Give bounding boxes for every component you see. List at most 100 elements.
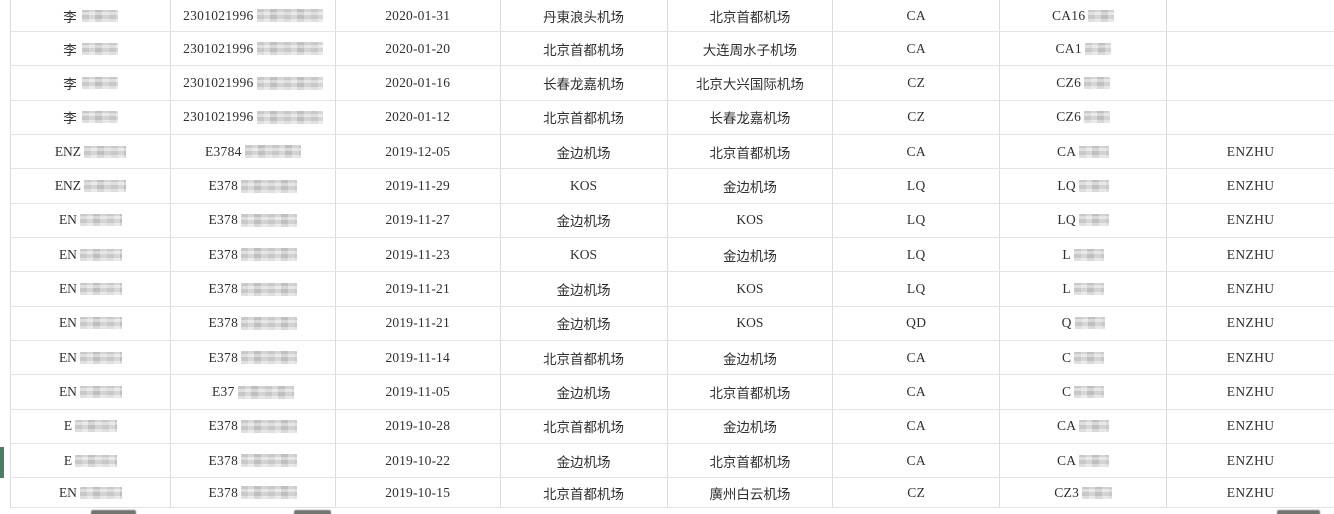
cell-carrier-code[interactable]: LQ xyxy=(833,169,1001,203)
cell-departure-airport[interactable]: 金边机场 xyxy=(501,135,668,169)
cell-departure-airport[interactable]: 北京首都机场 xyxy=(501,100,668,135)
cell-flight-number[interactable]: L xyxy=(1000,272,1168,306)
cell-departure-airport[interactable]: 北京首都机场 xyxy=(501,341,668,375)
cell-id-number[interactable]: 2301021996 xyxy=(171,66,336,100)
cell-passenger-name[interactable]: 李 xyxy=(11,32,171,66)
cell-flight-number[interactable]: CA xyxy=(1000,409,1168,444)
cell-arrival-airport[interactable]: 长春龙嘉机场 xyxy=(668,100,834,135)
cell-flight-number[interactable]: LQ xyxy=(1000,203,1168,238)
cell-flight-date[interactable]: 2019-12-05 xyxy=(336,135,501,169)
cell-id-number[interactable]: E378 xyxy=(171,478,336,507)
cell-departure-airport[interactable]: 金边机场 xyxy=(501,203,668,238)
cell-id-number[interactable]: E3784 xyxy=(171,135,336,169)
cell-carrier-code[interactable]: QD xyxy=(833,306,1001,341)
cell-id-number[interactable]: 2301021996 xyxy=(171,0,336,31)
cell-agent[interactable]: ENZHU xyxy=(1167,341,1334,374)
cell-agent[interactable]: ENZHU xyxy=(1167,135,1334,168)
cell-departure-airport[interactable]: 丹東浪头机场 xyxy=(501,0,668,31)
cell-carrier-code[interactable]: CA xyxy=(833,341,1001,375)
cell-arrival-airport[interactable]: 金边机场 xyxy=(668,409,834,444)
cell-agent[interactable]: ENZHU xyxy=(1167,444,1334,477)
cell-carrier-code[interactable]: CA xyxy=(833,32,1001,66)
cell-flight-number[interactable]: CA xyxy=(1000,444,1168,478)
cell-flight-date[interactable]: 2019-11-14 xyxy=(336,341,501,375)
cell-carrier-code[interactable]: CZ xyxy=(833,100,1001,135)
cell-carrier-code[interactable]: CZ xyxy=(833,478,1001,507)
cell-passenger-name[interactable]: 李 xyxy=(11,0,171,31)
cell-arrival-airport[interactable]: 北京首都机场 xyxy=(668,0,834,31)
cell-flight-date[interactable]: 2019-11-21 xyxy=(336,272,501,306)
cell-passenger-name[interactable]: ENZ xyxy=(11,135,171,169)
cell-id-number[interactable]: E378 xyxy=(171,444,336,478)
cell-flight-number[interactable]: CA xyxy=(1000,135,1168,169)
cell-flight-date[interactable]: 2019-11-29 xyxy=(336,169,501,203)
cell-flight-number[interactable]: C xyxy=(1000,375,1168,409)
cell-departure-airport[interactable]: 北京首都机场 xyxy=(501,478,668,507)
cell-flight-date[interactable]: 2019-11-27 xyxy=(336,203,501,238)
cell-id-number[interactable]: E378 xyxy=(171,238,336,272)
cell-arrival-airport[interactable]: KOS xyxy=(668,203,834,238)
cell-agent[interactable]: ENZHU xyxy=(1167,238,1334,271)
cell-passenger-name[interactable]: EN xyxy=(11,238,171,272)
cell-carrier-code[interactable]: CA xyxy=(833,375,1001,409)
cell-arrival-airport[interactable]: 北京大兴国际机场 xyxy=(668,66,834,100)
cell-id-number[interactable]: E378 xyxy=(171,409,336,444)
cell-departure-airport[interactable]: 金边机场 xyxy=(501,272,668,306)
cell-flight-date[interactable]: 2019-10-15 xyxy=(336,478,501,507)
cell-id-number[interactable]: E378 xyxy=(171,203,336,238)
cell-agent[interactable]: ENZHU xyxy=(1167,169,1334,202)
cell-arrival-airport[interactable]: 廣州白云机场 xyxy=(668,478,834,507)
cell-departure-airport[interactable]: 金边机场 xyxy=(501,444,668,478)
cell-passenger-name[interactable]: EN xyxy=(11,478,171,507)
cell-flight-number[interactable]: C xyxy=(1000,341,1168,375)
cell-arrival-airport[interactable]: 北京首都机场 xyxy=(668,444,834,478)
cell-flight-date[interactable]: 2020-01-20 xyxy=(336,32,501,66)
cell-agent[interactable]: ENZHU xyxy=(1167,204,1334,237)
cell-flight-number[interactable]: L xyxy=(1000,238,1168,272)
cell-flight-date[interactable]: 2019-10-22 xyxy=(336,444,501,478)
cell-carrier-code[interactable]: CA xyxy=(833,135,1001,169)
cell-flight-date[interactable]: 2019-11-21 xyxy=(336,306,501,341)
cell-arrival-airport[interactable]: 金边机场 xyxy=(668,341,834,375)
cell-agent[interactable] xyxy=(1167,101,1334,134)
cell-departure-airport[interactable]: 北京首都机场 xyxy=(501,409,668,444)
cell-id-number[interactable]: 2301021996 xyxy=(171,32,336,66)
cell-passenger-name[interactable]: E xyxy=(11,444,171,478)
cell-flight-date[interactable]: 2020-01-16 xyxy=(336,66,501,100)
cell-agent[interactable] xyxy=(1167,32,1334,65)
cell-carrier-code[interactable]: LQ xyxy=(833,238,1001,272)
cell-agent[interactable]: ENZHU xyxy=(1167,307,1334,340)
cell-arrival-airport[interactable]: 北京首都机场 xyxy=(668,375,834,409)
cell-passenger-name[interactable]: EN xyxy=(11,272,171,306)
cell-departure-airport[interactable]: 北京首都机场 xyxy=(501,32,668,66)
cell-id-number[interactable]: 2301021996 xyxy=(171,100,336,135)
cell-flight-number[interactable]: CA16 xyxy=(1000,0,1168,31)
cell-carrier-code[interactable]: LQ xyxy=(833,272,1001,306)
cell-passenger-name[interactable]: EN xyxy=(11,341,171,375)
cell-flight-number[interactable]: CZ6 xyxy=(1000,66,1168,100)
cell-arrival-airport[interactable]: KOS xyxy=(668,272,834,306)
cell-departure-airport[interactable]: KOS xyxy=(501,238,668,272)
cell-arrival-airport[interactable]: 金边机场 xyxy=(668,238,834,272)
cell-carrier-code[interactable]: LQ xyxy=(833,203,1001,238)
cell-flight-number[interactable]: CZ6 xyxy=(1000,100,1168,135)
cell-carrier-code[interactable]: CZ xyxy=(833,66,1001,100)
cell-carrier-code[interactable]: CA xyxy=(833,444,1001,478)
cell-passenger-name[interactable]: EN xyxy=(11,306,171,341)
cell-flight-date[interactable]: 2020-01-12 xyxy=(336,100,501,135)
cell-arrival-airport[interactable]: 北京首都机场 xyxy=(668,135,834,169)
cell-arrival-airport[interactable]: KOS xyxy=(668,306,834,341)
cell-agent[interactable]: ENZHU xyxy=(1167,272,1334,305)
cell-agent[interactable] xyxy=(1167,0,1334,31)
cell-departure-airport[interactable]: 金边机场 xyxy=(501,375,668,409)
cell-agent[interactable] xyxy=(1167,66,1334,99)
cell-id-number[interactable]: E378 xyxy=(171,272,336,306)
cell-departure-airport[interactable]: KOS xyxy=(501,169,668,203)
cell-agent[interactable]: ENZHU xyxy=(1167,375,1334,408)
cell-arrival-airport[interactable]: 金边机场 xyxy=(668,169,834,203)
cell-flight-date[interactable]: 2019-11-23 xyxy=(336,238,501,272)
cell-passenger-name[interactable]: ENZ xyxy=(11,169,171,203)
cell-id-number[interactable]: E378 xyxy=(171,169,336,203)
cell-flight-number[interactable]: CA1 xyxy=(1000,32,1168,66)
cell-carrier-code[interactable]: CA xyxy=(833,0,1001,31)
